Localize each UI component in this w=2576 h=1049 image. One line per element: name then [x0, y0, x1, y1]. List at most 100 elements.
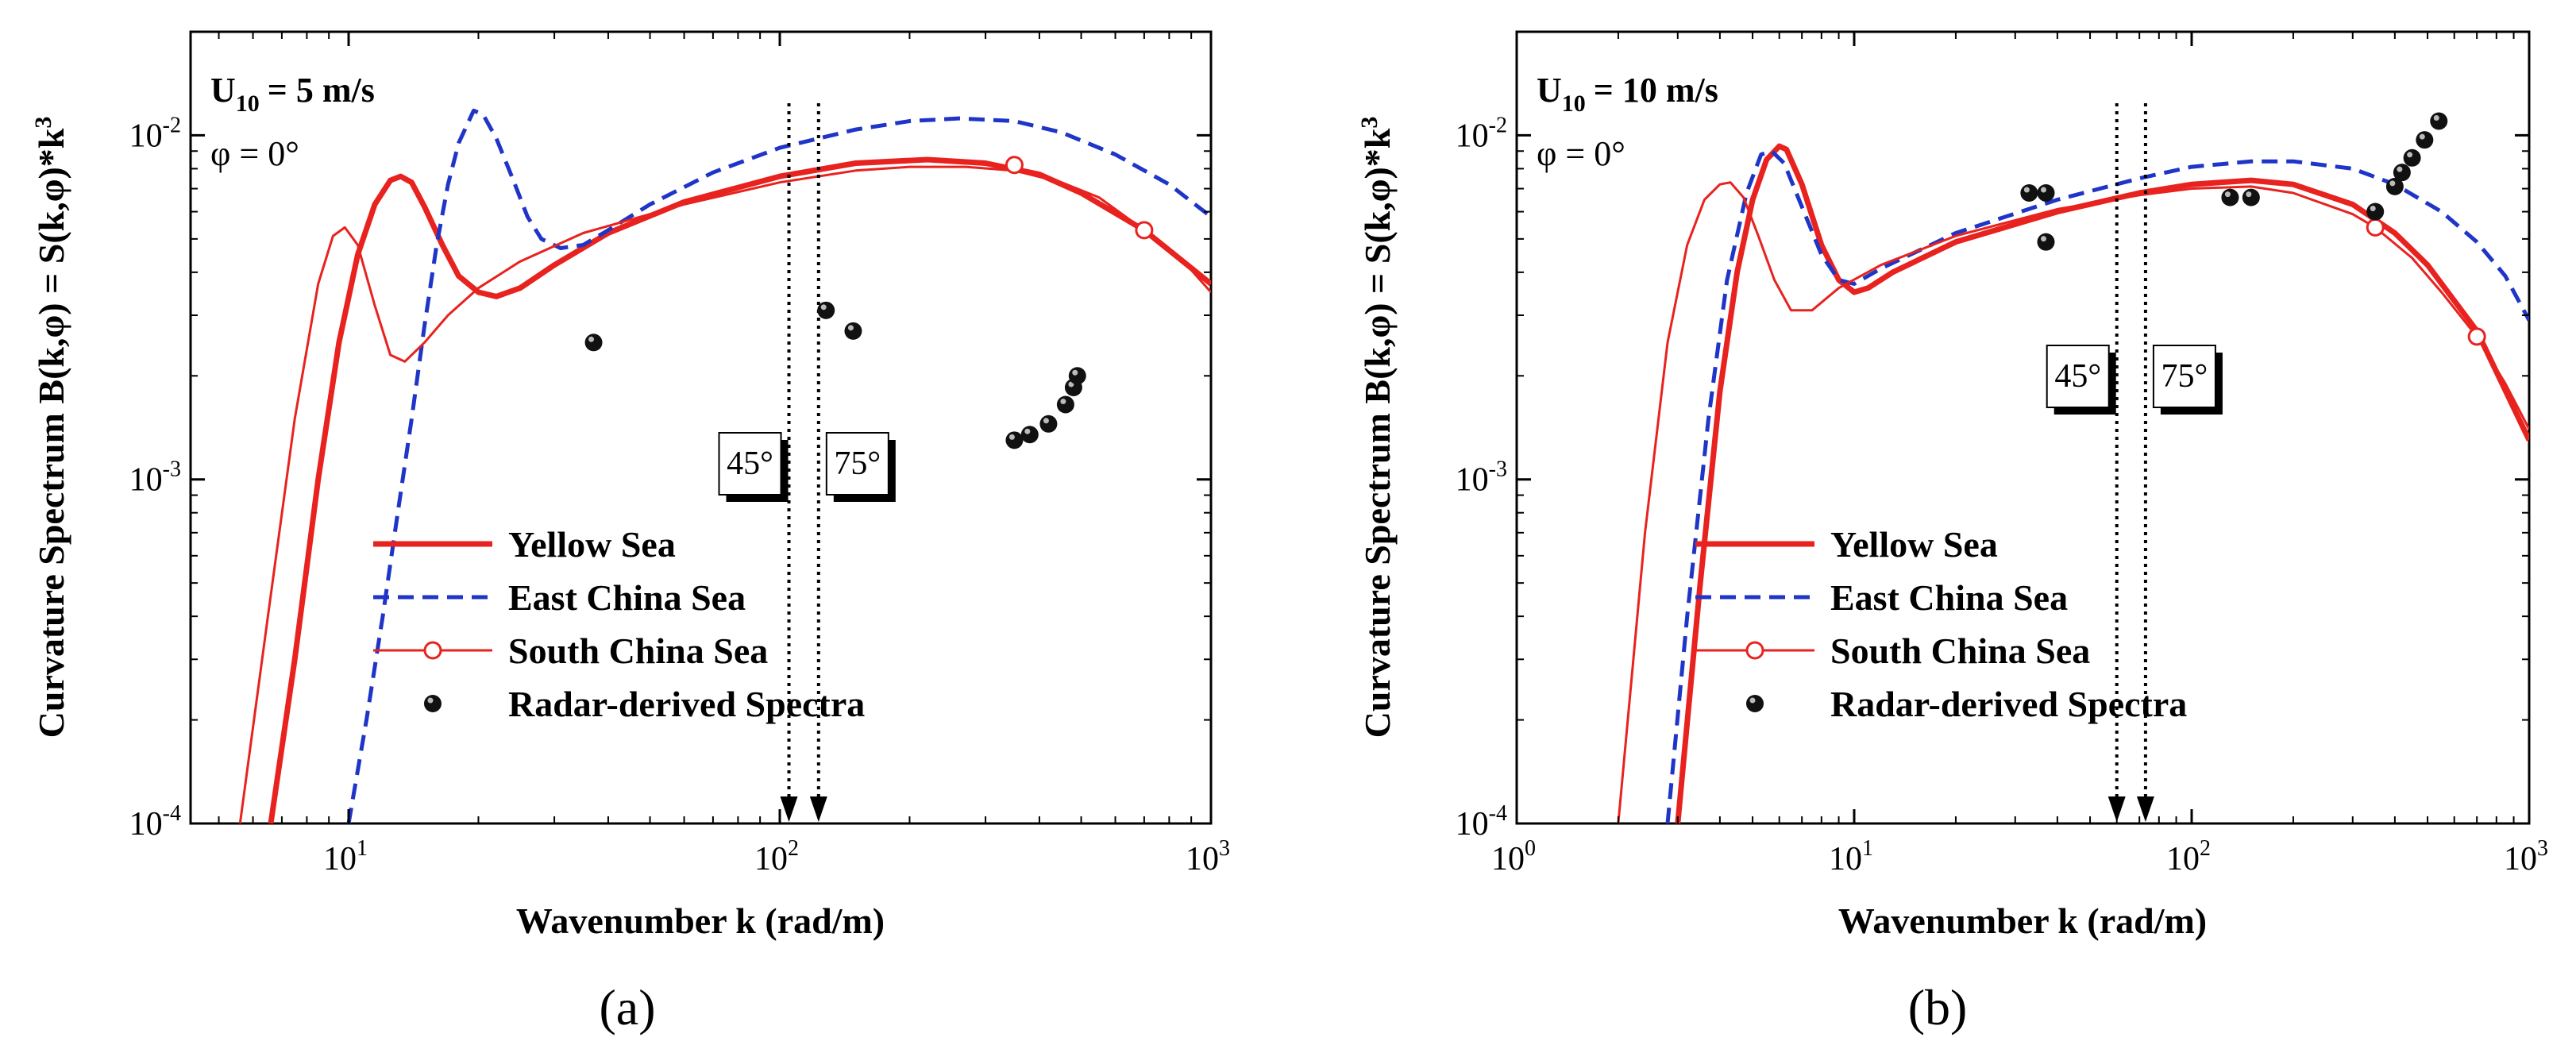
angle-markers-b: 45° 75° [2046, 103, 2223, 822]
x-tick-label: 103 [1186, 836, 1230, 877]
x-tick-label: 102 [754, 836, 799, 877]
legend-swatch-points [1746, 695, 1764, 712]
legend-swatch-marker [423, 641, 442, 660]
angle-label: 45° [2054, 358, 2101, 395]
radar-data-point [1039, 415, 1058, 433]
angle-box [718, 432, 782, 496]
radar-data-point [844, 322, 862, 340]
ticks-a: 101 102 103 10-4 10-3 10-2 [129, 31, 1230, 877]
radar-point-highlight [2397, 166, 2403, 172]
wind-speed-annotation-a: U10 = 5 m/s [210, 71, 375, 117]
y-tick-label: 10-2 [1456, 113, 1507, 154]
radar-point-highlight [2389, 180, 2396, 187]
x-tick-label: 102 [2166, 836, 2211, 877]
radar-data-point [2037, 184, 2055, 202]
phi-annotation-a: φ = 0° [210, 134, 299, 173]
south-china-sea-marker [2467, 327, 2486, 346]
radar-data-point [2366, 202, 2385, 221]
legend-swatch-marker [1745, 641, 1764, 660]
angle-markers-a: 45° 75° [718, 103, 896, 822]
radar-point-highlight [2433, 114, 2439, 121]
y-tick-label: 10-3 [129, 457, 181, 499]
angle-box [2046, 345, 2110, 408]
caption-b: (b) [1908, 979, 1968, 1036]
x-tick-label: 101 [1829, 836, 1873, 877]
angle-arrow-head [780, 796, 798, 822]
x-tick-label: 103 [2504, 836, 2548, 877]
y-tick-label: 10-4 [129, 801, 181, 843]
legend-swatch-highlight [427, 697, 434, 704]
radar-point-highlight [2246, 191, 2252, 198]
yellow-sea-line [268, 156, 1211, 823]
series-layer-a [238, 108, 1211, 823]
legend-label: East China Sea [508, 577, 746, 618]
y-tick-label: 10-3 [1456, 457, 1507, 499]
radar-data-point [2020, 184, 2038, 202]
y-axis-label-a: Curvature Spectrum B(k,φ) = S(k,φ)*k3 [30, 117, 71, 739]
radar-data-point [2037, 233, 2055, 251]
radar-point-highlight [588, 336, 595, 342]
legend-label: Yellow Sea [508, 524, 676, 565]
radar-data-point [817, 301, 835, 319]
east-china-sea-line [346, 108, 1211, 823]
radar-data-point [2430, 112, 2448, 130]
plot-frame-b [1515, 30, 2531, 825]
radar-point-highlight [2224, 191, 2231, 198]
radar-points-a [584, 301, 1086, 449]
y-tick-label: 10-4 [1456, 801, 1507, 843]
south-china-sea-line [1617, 181, 2529, 823]
radar-point-highlight [1008, 434, 1015, 440]
south-china-sea-marker [1005, 156, 1024, 175]
x-axis-label-b: Wavenumber k (rad/m) [1838, 901, 2207, 941]
ticks-b: 100 101 102 103 10-4 10-3 10-2 [1456, 31, 2548, 877]
radar-points-b [2020, 112, 2448, 251]
radar-data-point [2242, 188, 2260, 206]
legend-label: Yellow Sea [1830, 524, 1998, 565]
radar-point-highlight [1060, 398, 1066, 404]
y-tick-label: 10-2 [129, 113, 181, 154]
legend-label: South China Sea [508, 631, 768, 671]
radar-point-highlight [2370, 206, 2376, 212]
angle-arrow-head [2136, 796, 2154, 822]
legend-b: Yellow Sea East China Sea South China Sea R… [1695, 524, 2187, 724]
legend-a: Yellow Sea East China Sea South China Sea R… [373, 524, 865, 724]
x-tick-label: 100 [1491, 836, 1536, 877]
angle-box [2152, 345, 2216, 408]
y-axis-label-b: Curvature Spectrum B(k,φ) = S(k,φ)*k3 [1356, 117, 1398, 739]
radar-point-highlight [1024, 428, 1031, 434]
radar-point-highlight [2407, 152, 2413, 158]
panel-a: 45° 75° 101 102 103 10-4 10-3 10-2 Yellow Sea E… [30, 30, 1230, 1036]
legend-swatch-points [424, 695, 442, 712]
radar-point-highlight [2419, 133, 2425, 140]
caption-a: (a) [599, 979, 655, 1036]
radar-data-point [2393, 164, 2411, 182]
legend-label: Radar-derived Spectra [1830, 684, 2187, 724]
angle-label: 45° [727, 445, 773, 482]
legend-swatch-highlight [1749, 697, 1756, 704]
radar-data-point [2221, 188, 2239, 206]
radar-data-point [1020, 426, 1039, 444]
radar-data-point [2416, 131, 2434, 149]
x-tick-label: 101 [323, 836, 368, 877]
angle-box [825, 432, 889, 496]
radar-point-highlight [847, 325, 854, 331]
radar-point-highlight [1072, 369, 1078, 376]
x-axis-label-a: Wavenumber k (rad/m) [516, 901, 885, 941]
radar-data-point [1056, 395, 1074, 414]
legend-label: Radar-derived Spectra [508, 684, 865, 724]
angle-arrow-head [2107, 796, 2126, 822]
radar-point-highlight [2023, 187, 2030, 193]
wind-speed-annotation-b: U10 = 10 m/s [1537, 71, 1718, 117]
south-china-sea-line [238, 165, 1211, 823]
radar-data-point [2403, 148, 2421, 167]
angle-arrow-head [809, 796, 827, 822]
radar-point-highlight [820, 304, 827, 310]
yellow-sea-line [1675, 143, 2529, 823]
legend-label: East China Sea [1830, 577, 2068, 618]
angle-label: 75° [2161, 358, 2208, 395]
south-china-sea-marker [1135, 221, 1154, 240]
angle-label: 75° [834, 445, 881, 482]
radar-data-point [1068, 367, 1086, 385]
radar-point-highlight [2040, 187, 2046, 193]
